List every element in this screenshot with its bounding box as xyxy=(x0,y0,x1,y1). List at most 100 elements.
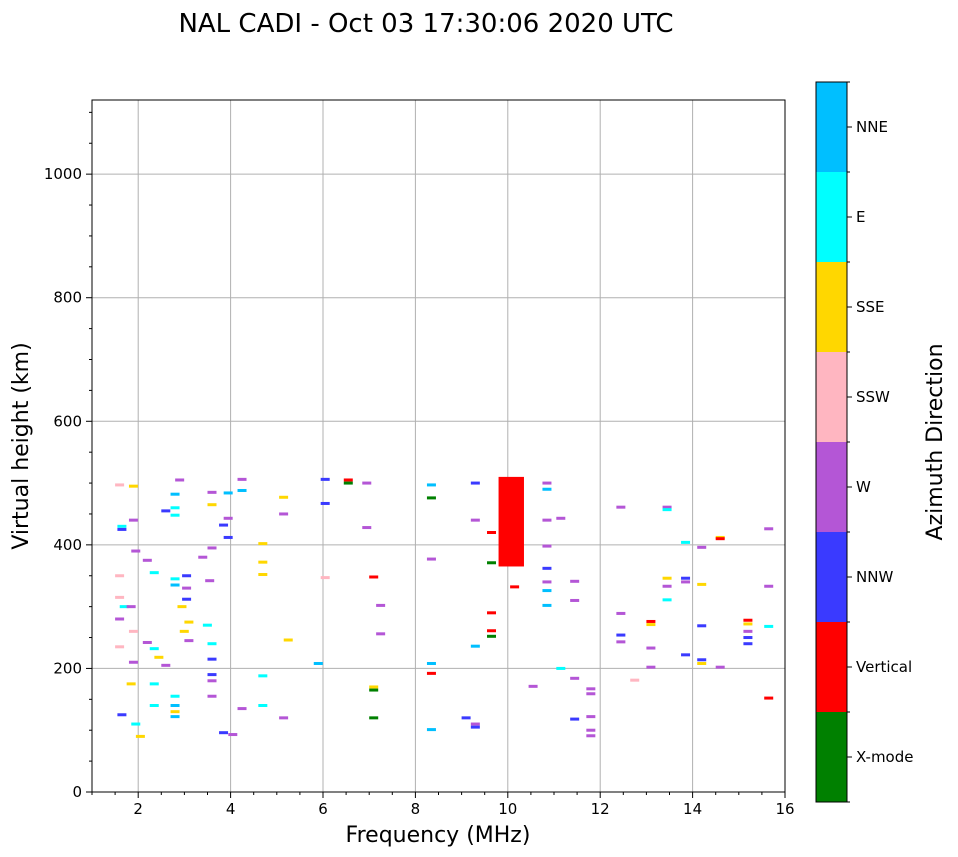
echo-mark xyxy=(586,728,596,732)
echo-mark xyxy=(128,518,138,522)
echo-mark xyxy=(697,661,707,665)
echo-mark xyxy=(207,503,217,507)
echo-mark xyxy=(470,722,480,726)
colorbar-segment xyxy=(816,622,847,712)
echo-mark xyxy=(362,481,372,485)
echo-mark xyxy=(662,598,672,602)
colorbar-tick-label: E xyxy=(856,208,865,226)
vertical-echo-block xyxy=(498,476,524,567)
echo-mark xyxy=(207,679,217,683)
colorbar-tick-label: Vertical xyxy=(856,658,912,676)
colorbar-tick-label: NNW xyxy=(856,568,893,586)
echo-mark xyxy=(616,611,626,615)
echo-mark xyxy=(223,491,233,495)
azimuth-colorbar: X-mode Vertical NNW W SSW SSE E NNE xyxy=(815,81,913,803)
echo-mark xyxy=(556,666,566,670)
echo-mark xyxy=(542,603,552,607)
x-tick-label: 10 xyxy=(498,800,517,818)
echo-mark xyxy=(426,728,436,732)
echo-mark xyxy=(131,549,141,553)
echo-mark xyxy=(115,645,125,649)
echo-mark xyxy=(586,715,596,719)
echo-mark xyxy=(175,478,185,482)
echo-mark xyxy=(369,575,379,579)
echo-mark xyxy=(743,622,753,626)
plot-area xyxy=(92,100,785,792)
echo-mark xyxy=(376,632,386,636)
echo-mark xyxy=(161,663,171,667)
echo-mark xyxy=(764,624,774,628)
echo-mark xyxy=(142,558,152,562)
echo-mark xyxy=(369,716,379,720)
echo-mark xyxy=(681,653,691,657)
echo-mark xyxy=(646,623,656,627)
echo-mark xyxy=(681,540,691,544)
echo-mark xyxy=(470,518,480,522)
echo-mark xyxy=(426,661,436,665)
echo-mark xyxy=(128,629,138,633)
echo-mark xyxy=(320,501,330,505)
echo-mark xyxy=(426,671,436,675)
echo-mark xyxy=(149,571,159,575)
chart-title: NAL CADI - Oct 03 17:30:06 2020 UTC xyxy=(178,9,673,39)
echo-mark xyxy=(470,725,480,729)
echo-mark xyxy=(369,685,379,689)
echo-mark xyxy=(743,636,753,640)
echo-mark xyxy=(743,618,753,622)
x-tick-label: 6 xyxy=(318,800,328,818)
echo-mark xyxy=(715,537,725,541)
y-tick-label: 200 xyxy=(53,659,82,677)
echo-mark xyxy=(207,694,217,698)
echo-mark xyxy=(646,646,656,650)
echo-mark xyxy=(207,673,217,677)
echo-mark xyxy=(570,676,580,680)
echo-mark xyxy=(542,589,552,593)
echo-mark xyxy=(223,516,233,520)
echo-mark xyxy=(182,586,192,590)
echo-mark xyxy=(117,713,127,717)
echo-mark xyxy=(616,633,626,637)
echo-mark xyxy=(556,516,566,520)
echo-mark xyxy=(131,722,141,726)
echo-mark xyxy=(219,731,229,735)
echo-mark xyxy=(426,483,436,487)
colorbar-label: Azimuth Direction xyxy=(923,343,948,540)
y-tick-label: 600 xyxy=(53,412,82,430)
echo-mark xyxy=(115,617,125,621)
grid xyxy=(92,100,785,792)
echo-mark xyxy=(177,605,187,609)
echo-mark xyxy=(542,487,552,491)
echo-mark xyxy=(170,694,180,698)
x-tick-label: 8 xyxy=(411,800,421,818)
echo-mark xyxy=(184,639,194,643)
echo-mark xyxy=(470,644,480,648)
echo-mark xyxy=(764,696,774,700)
echo-mark xyxy=(161,509,171,513)
echo-mark xyxy=(697,582,707,586)
echo-mark xyxy=(570,598,580,602)
echo-mark xyxy=(542,580,552,584)
echo-mark xyxy=(487,629,497,633)
echo-mark xyxy=(616,640,626,644)
echo-mark xyxy=(570,579,580,583)
echo-mark xyxy=(170,513,180,517)
x-axis-label: Frequency (MHz) xyxy=(346,823,531,848)
echo-mark xyxy=(586,734,596,738)
echo-mark xyxy=(115,483,125,487)
echo-mark xyxy=(170,492,180,496)
echo-mark xyxy=(279,716,289,720)
x-tick-label: 14 xyxy=(683,800,702,818)
colorbar-segment xyxy=(816,532,847,622)
echo-mark xyxy=(237,477,247,481)
x-tick-label: 16 xyxy=(775,800,794,818)
x-axis: 2 4 6 8 10 12 14 16 xyxy=(91,792,795,818)
echo-mark xyxy=(743,642,753,646)
echo-mark xyxy=(279,512,289,516)
echo-mark xyxy=(170,577,180,581)
echo-mark xyxy=(258,674,268,678)
echo-mark xyxy=(510,585,520,589)
echo-mark xyxy=(170,583,180,587)
echo-mark xyxy=(258,560,268,564)
echo-mark xyxy=(170,715,180,719)
echo-mark xyxy=(223,535,233,539)
